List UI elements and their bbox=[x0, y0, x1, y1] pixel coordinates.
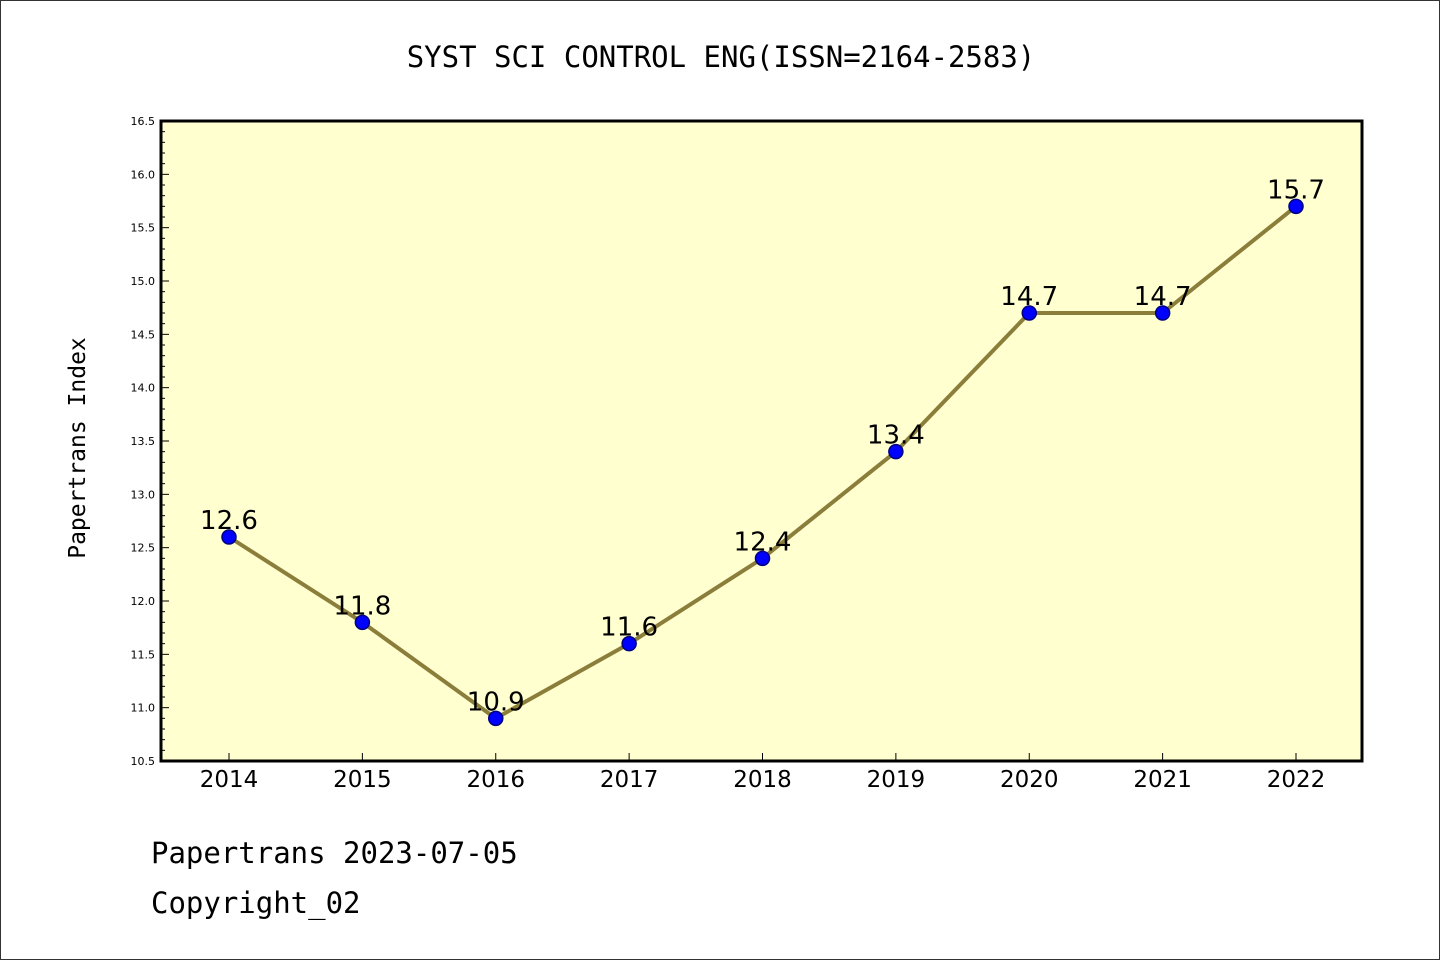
data-point bbox=[1154, 305, 1171, 321]
y-tick-label: 15.0 bbox=[131, 275, 156, 288]
data-label: 12.6 bbox=[200, 506, 258, 536]
chart-title: SYST SCI CONTROL ENG(ISSN=2164-2583) bbox=[407, 40, 1036, 74]
data-labels: 12.6 11.8 10.9 11.6 12.4 13.4 14.7 14.7 15.7 bbox=[200, 175, 1325, 717]
x-tick-label: 2017 bbox=[600, 767, 659, 793]
x-tick-label: 2014 bbox=[200, 767, 259, 793]
footer-date-line: Papertrans 2023-07-05 bbox=[151, 836, 518, 870]
footer-copyright-line: Copyright_02 bbox=[151, 886, 361, 920]
data-label: 10.9 bbox=[467, 687, 525, 717]
data-point bbox=[1021, 305, 1037, 321]
y-tick-label: 12.5 bbox=[131, 542, 156, 555]
data-point bbox=[754, 550, 771, 567]
y-tick-label: 10.5 bbox=[131, 755, 156, 768]
data-point bbox=[621, 635, 637, 652]
y-tick-label: 11.5 bbox=[131, 648, 156, 661]
x-tick-label: 2022 bbox=[1267, 767, 1326, 793]
data-label: 13.4 bbox=[867, 421, 925, 451]
x-tick-label: 2016 bbox=[466, 767, 525, 793]
y-tick-label: 14.0 bbox=[131, 382, 156, 395]
y-tick-label: 15.5 bbox=[131, 222, 156, 235]
x-tick-label: 2019 bbox=[867, 767, 926, 793]
y-tick-label: 11.0 bbox=[131, 702, 156, 715]
y-axis: 10.5 11.0 11.5 12.0 12.5 13.0 13.5 14.0 14.5 15.0… bbox=[131, 115, 169, 768]
data-label: 12.4 bbox=[734, 527, 792, 557]
y-axis-label: Papertrans Index bbox=[65, 337, 91, 559]
data-point bbox=[354, 614, 371, 631]
x-tick-label: 2020 bbox=[1000, 767, 1059, 793]
x-tick-label: 2021 bbox=[1133, 767, 1192, 793]
data-label: 14.7 bbox=[1134, 282, 1192, 312]
x-tick-label: 2015 bbox=[333, 767, 392, 793]
data-point bbox=[1288, 198, 1304, 215]
data-point bbox=[488, 710, 504, 727]
y-tick-label: 14.5 bbox=[131, 328, 156, 341]
y-tick-label: 13.5 bbox=[131, 435, 156, 448]
y-tick-label: 16.5 bbox=[131, 115, 156, 128]
y-tick-label: 13.0 bbox=[131, 488, 156, 501]
data-label: 11.6 bbox=[600, 613, 658, 643]
plot-area bbox=[159, 119, 1364, 763]
data-point bbox=[888, 443, 904, 460]
data-label: 14.7 bbox=[1000, 282, 1058, 312]
y-tick-label: 12.0 bbox=[131, 595, 156, 608]
data-series bbox=[221, 198, 1304, 727]
x-axis: 2014 2015 2016 2017 2018 2019 2020 2021 2022 bbox=[200, 753, 1326, 793]
data-point bbox=[221, 529, 237, 545]
y-tick-label: 16.0 bbox=[131, 168, 156, 181]
data-label: 11.8 bbox=[333, 591, 391, 621]
data-label: 15.7 bbox=[1267, 175, 1325, 205]
x-tick-label: 2018 bbox=[733, 767, 792, 793]
